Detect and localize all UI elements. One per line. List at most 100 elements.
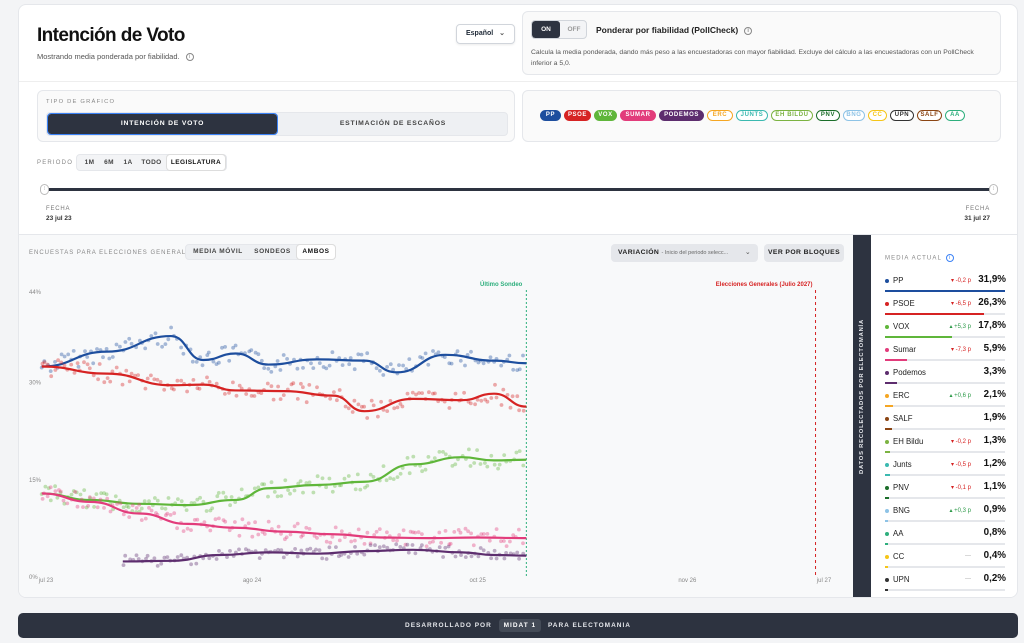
party-chip-erc[interactable]: ERC [707, 110, 733, 121]
poll-point [240, 517, 245, 522]
chart-type-seats[interactable]: ESTIMACIÓN DE ESCAÑOS [339, 120, 447, 127]
party-chip-cc[interactable]: CC [868, 110, 887, 121]
party-chip-salf[interactable]: SALF [917, 110, 942, 121]
average-row-eh-bildu[interactable]: EH Bildu ▾ -0,2 p 1,3% [885, 433, 1006, 456]
poll-point [395, 475, 400, 479]
party-chip-aa[interactable]: AA [945, 110, 965, 121]
poll-point [253, 520, 257, 525]
toggle-off[interactable]: OFF [567, 26, 581, 33]
average-row-erc[interactable]: ERC ▴ +0,6 p 2,1% [885, 387, 1006, 410]
average-row-vox[interactable]: VOX ▴ +5,3 p 17,8% [885, 318, 1006, 341]
party-name: AA [893, 529, 904, 538]
poll-point [138, 338, 142, 343]
average-row-aa[interactable]: AA 0,8% [885, 525, 1006, 548]
poll-point [185, 526, 190, 531]
period-label: PERIODO [37, 160, 74, 166]
polls-label: ENCUESTAS PARA ELECCIONES GENERALES [29, 250, 197, 256]
divider [19, 234, 1017, 235]
party-chip-vox[interactable]: VOX [594, 110, 617, 121]
average-row-upn[interactable]: UPN — 0,2% [885, 571, 1006, 594]
party-chip-psoe[interactable]: PSOE [564, 110, 591, 121]
period-6m[interactable]: 6M [104, 159, 114, 166]
party-change: ▾ -6,5 p [951, 300, 971, 307]
party-percent: 5,9% [983, 343, 1006, 354]
current-average-panel: MEDIA ACTUAL i PP ▾ -0,2 p 31,9% PSOE ▾ -6,5 … [871, 235, 1017, 597]
pollcheck-toggle[interactable]: ON OFF [531, 20, 587, 39]
info-icon[interactable]: i [744, 26, 753, 35]
average-row-psoe[interactable]: PSOE ▾ -6,5 p 26,3% [885, 295, 1006, 318]
period-1m[interactable]: 1M [84, 159, 95, 166]
poll-point [53, 484, 57, 489]
party-chip-pnv[interactable]: PNV [816, 110, 840, 121]
poll-point [494, 395, 499, 400]
poll-point [159, 561, 164, 566]
party-change: ▴ +0,3 p [949, 507, 971, 514]
variation-select[interactable]: VARIACIÓN - Inicio del periodo selecc...… [611, 244, 758, 262]
mode-moving-average[interactable]: MEDIA MÓVIL [193, 248, 243, 255]
mode-both[interactable]: AMBOS [297, 245, 335, 259]
toggle-on[interactable]: ON [532, 21, 560, 38]
party-chip-pp[interactable]: PP [540, 110, 561, 121]
party-chip-eh-bildu[interactable]: EH BILDU [771, 110, 813, 121]
period-1a[interactable]: 1A [123, 159, 133, 166]
poll-point [252, 486, 257, 491]
poll-point [227, 528, 232, 533]
poll-point [259, 358, 264, 363]
view-blocks-button[interactable]: VER POR BLOQUES [764, 244, 844, 262]
poll-point [417, 391, 421, 395]
poll-point [431, 391, 435, 396]
average-row-junts[interactable]: Junts ▾ -0,5 p 1,2% [885, 456, 1006, 479]
poll-point [420, 543, 424, 547]
date-range-slider[interactable] [46, 188, 992, 191]
poll-point [504, 551, 508, 555]
poll-point [257, 556, 262, 560]
average-row-podemos[interactable]: Podemos 3,3% [885, 364, 1006, 387]
party-percent: 0,8% [983, 527, 1006, 538]
slider-start-handle[interactable]: ⁞ [40, 184, 49, 195]
poll-point [246, 548, 251, 553]
language-select[interactable]: Español ⌄ [456, 24, 515, 44]
chart-type-vote-intention[interactable]: INTENCIÓN DE VOTO [47, 113, 278, 135]
bar-fill [885, 405, 893, 407]
poll-point [442, 355, 447, 359]
poll-point [483, 461, 487, 465]
poll-point [431, 349, 435, 353]
poll-point [118, 344, 122, 349]
period-todo[interactable]: TODO [141, 159, 162, 166]
poll-point [476, 360, 481, 365]
poll-point [78, 492, 83, 497]
poll-point [403, 542, 408, 547]
average-row-pnv[interactable]: PNV ▾ -0,1 p 1,1% [885, 479, 1006, 502]
average-row-salf[interactable]: SALF 1,9% [885, 410, 1006, 433]
party-chip-sumar[interactable]: SUMAR [620, 110, 656, 121]
footer-badge[interactable]: MIDAT 1 [498, 619, 542, 632]
poll-point [401, 363, 405, 368]
party-chip-upn[interactable]: UPN [890, 110, 914, 121]
party-chip-podemos[interactable]: PODEMOS [659, 110, 704, 121]
poll-point [155, 377, 160, 382]
poll-point [291, 381, 296, 386]
slider-end-handle[interactable]: ⁞ [989, 184, 998, 195]
mode-polls[interactable]: SONDEOS [254, 248, 291, 255]
party-chip-bng[interactable]: BNG [843, 110, 865, 121]
bar-fill [885, 543, 888, 545]
poll-point [374, 529, 379, 534]
poll-point [359, 352, 364, 357]
party-change: ▾ -0,2 p [951, 277, 971, 284]
period-legislatura[interactable]: LEGISLATURA [167, 155, 225, 170]
info-icon[interactable]: i [945, 254, 954, 262]
average-row-cc[interactable]: CC — 0,4% [885, 548, 1006, 571]
party-chip-junts[interactable]: JUNTS [736, 110, 768, 121]
info-icon[interactable]: i [185, 53, 194, 62]
average-row-sumar[interactable]: Sumar ▾ -7,3 p 5,9% [885, 341, 1006, 364]
poll-point [195, 497, 200, 502]
poll-point [149, 508, 154, 513]
poll-point [249, 394, 254, 398]
average-row-bng[interactable]: BNG ▴ +0,3 p 0,9% [885, 502, 1006, 525]
average-row-pp[interactable]: PP ▾ -0,2 p 31,9% [885, 272, 1006, 295]
arrow-up-icon: ▴ [949, 508, 953, 514]
poll-point [58, 490, 63, 495]
chevron-down-icon: ⌄ [744, 249, 751, 256]
poll-point [97, 362, 102, 366]
poll-point [153, 331, 158, 336]
